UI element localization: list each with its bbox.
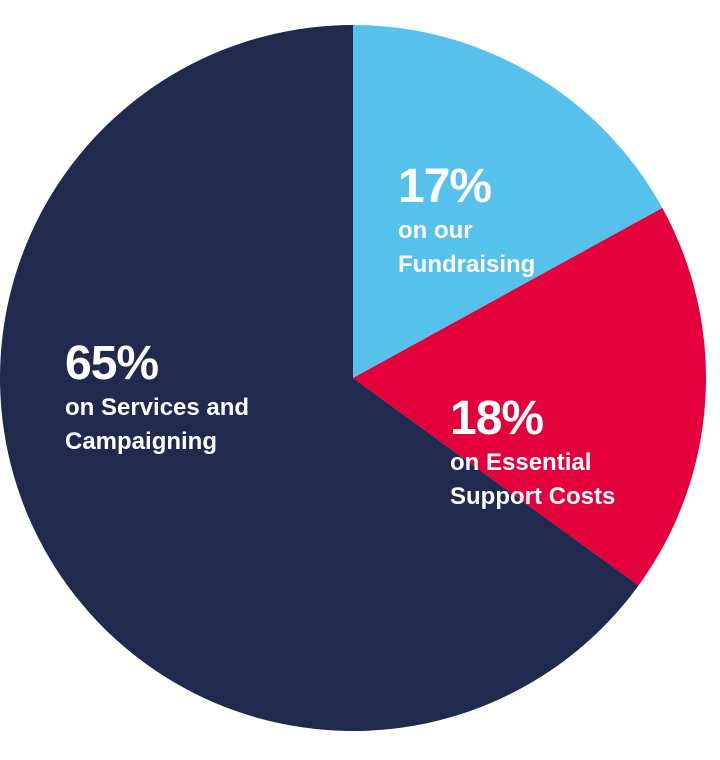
value-label: 18% [450,392,544,445]
pie-slice [0,25,639,731]
category-label: on Essential Support Costs [450,449,616,510]
pie-slice [353,25,663,378]
slice-label: 65% on Services and Campaigning [65,337,305,459]
value-label: 65% [65,337,159,390]
slice-label: 18% on Essential Support Costs [450,392,665,514]
category-label: on our Fundraising [398,217,536,278]
category-label: on Services and Campaigning [65,394,250,455]
value-label: 17% [398,160,492,213]
slice-label: 17% on our Fundraising [398,160,578,282]
pie-slice [353,207,706,586]
